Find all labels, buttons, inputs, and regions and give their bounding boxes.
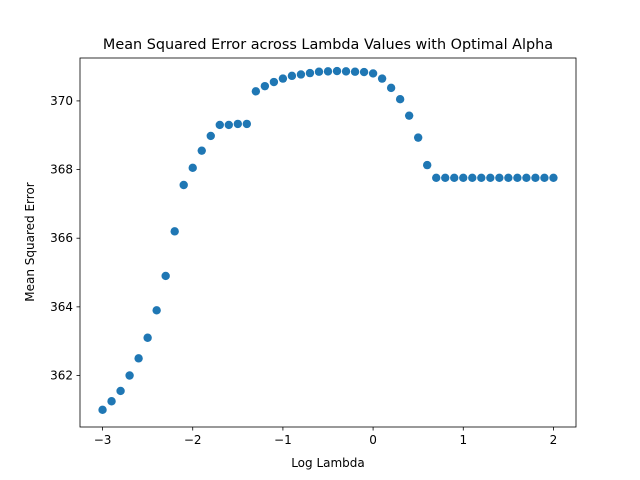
y-axis-ticks: 362 364 366 368 370 <box>50 94 80 383</box>
data-point <box>296 70 306 79</box>
data-point <box>188 163 197 173</box>
data-point <box>305 68 315 78</box>
data-point <box>251 87 261 96</box>
data-point <box>260 81 270 91</box>
data-point <box>224 120 233 130</box>
data-point <box>161 271 170 281</box>
plot-area: −3 −2 −1 0 1 2 362 364 366 368 370 <box>50 57 577 447</box>
data-point <box>152 306 161 315</box>
data-point <box>359 67 369 77</box>
data-point <box>441 173 450 182</box>
y-tick-label: 362 <box>50 369 73 383</box>
data-points <box>98 66 558 415</box>
chart-title: Mean Squared Error across Lambda Values … <box>103 37 553 53</box>
x-tick-label: 1 <box>459 433 467 447</box>
data-point <box>404 111 414 120</box>
data-point <box>522 173 531 182</box>
data-point <box>468 173 477 182</box>
x-tick-label: −3 <box>94 433 112 447</box>
y-tick-label: 370 <box>50 94 73 108</box>
data-point <box>179 180 188 190</box>
data-point <box>287 71 297 81</box>
data-point <box>486 173 495 182</box>
data-point <box>423 160 432 170</box>
data-point <box>432 173 441 182</box>
y-tick-label: 364 <box>50 300 73 314</box>
data-point <box>125 371 134 380</box>
data-point <box>377 74 387 83</box>
data-point <box>197 146 206 155</box>
data-point <box>143 333 152 342</box>
data-point <box>504 173 513 182</box>
data-point <box>368 69 378 78</box>
data-point <box>513 173 522 182</box>
data-point <box>269 77 279 87</box>
data-point <box>332 66 342 76</box>
axes-frame <box>79 57 577 428</box>
data-point <box>98 405 107 415</box>
data-point <box>341 67 351 76</box>
data-point <box>233 119 243 129</box>
data-point <box>350 67 360 76</box>
x-tick-label: 0 <box>369 433 377 447</box>
data-point <box>540 173 549 182</box>
data-point <box>116 386 125 396</box>
x-tick-label: −1 <box>274 433 292 447</box>
y-tick-label: 366 <box>50 231 73 245</box>
data-point <box>531 173 540 182</box>
x-axis-label: Log Lambda <box>291 456 365 470</box>
x-tick-label: −2 <box>184 433 202 447</box>
data-point <box>134 354 143 363</box>
y-tick-label: 368 <box>50 163 73 177</box>
data-point <box>107 397 116 406</box>
data-point <box>549 173 558 182</box>
data-point <box>215 120 224 130</box>
x-axis-ticks: −3 −2 −1 0 1 2 <box>94 427 558 447</box>
x-tick-label: 2 <box>550 433 558 447</box>
data-point <box>450 173 459 182</box>
data-point <box>170 227 179 236</box>
y-axis-label: Mean Squared Error <box>23 182 37 302</box>
data-point <box>242 119 252 129</box>
data-point <box>278 74 288 83</box>
data-point <box>323 67 333 76</box>
data-point <box>206 131 215 141</box>
data-point <box>459 173 468 182</box>
data-point <box>477 173 486 182</box>
data-point <box>386 83 396 93</box>
data-point <box>314 67 324 76</box>
data-point <box>395 94 405 104</box>
data-point <box>413 133 423 142</box>
data-point <box>495 173 504 182</box>
